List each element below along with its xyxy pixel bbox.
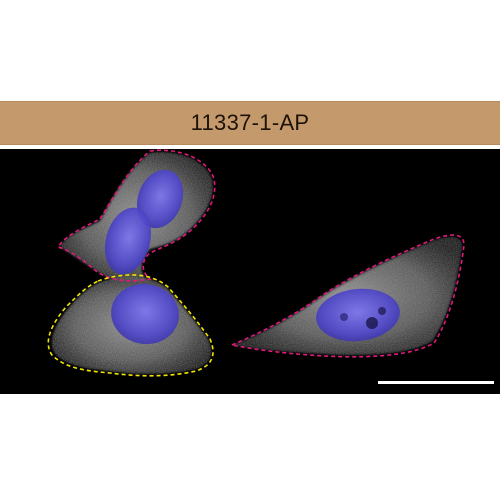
nucleolus-right-b — [378, 307, 386, 315]
outline-upper-cell — [56, 149, 216, 282]
nucleus-upper-b — [104, 207, 152, 275]
outline-highlighted-cell — [47, 274, 214, 377]
title-band: 11337-1-AP — [0, 101, 500, 145]
micrograph-svg — [47, 149, 494, 384]
fluorescence-micrograph — [0, 149, 500, 394]
antibody-id-label: 11337-1-AP — [190, 110, 310, 135]
nucleolus-right-a — [366, 317, 378, 329]
scale-bar — [378, 381, 494, 384]
outline-right-cell — [229, 234, 465, 358]
nucleus-lower-left — [111, 283, 179, 345]
nucleolus-right-c — [340, 313, 348, 321]
nucleus-upper-a — [136, 169, 184, 229]
nucleus-right — [316, 288, 400, 342]
